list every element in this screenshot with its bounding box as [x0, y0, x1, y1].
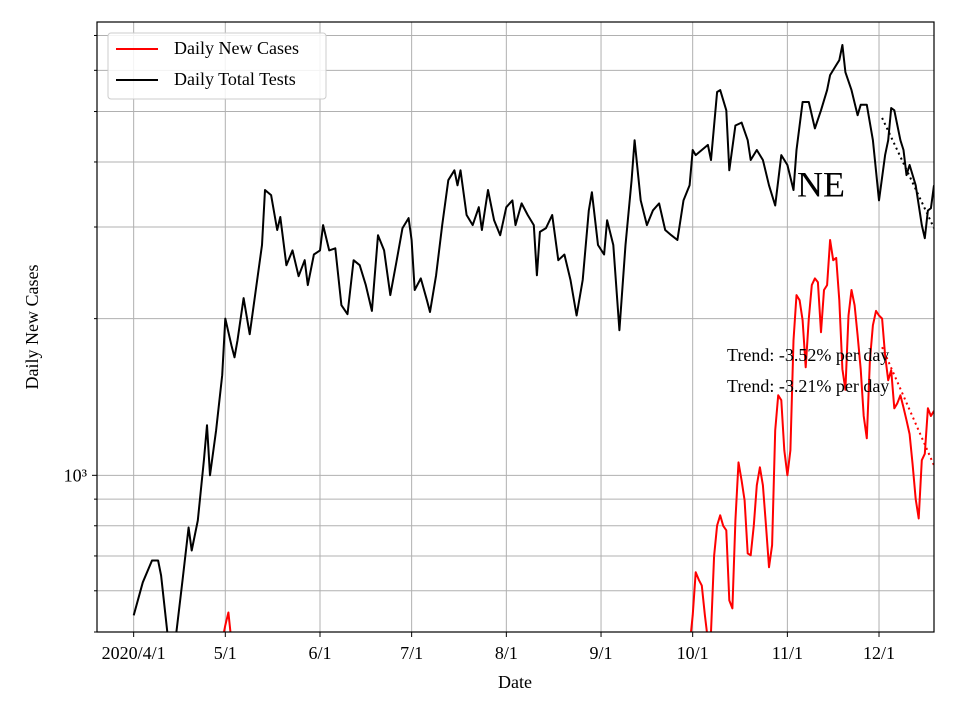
x-tick-label: 12/1 [863, 643, 895, 663]
plot-frame [96, 21, 935, 633]
x-tick-label: 10/1 [677, 643, 709, 663]
legend: Daily New Cases Daily Total Tests [107, 32, 327, 100]
x-tick-label: 5/1 [214, 643, 237, 663]
y-tick-label: 10³ [64, 465, 88, 485]
series-line [132, 44, 934, 632]
annotation: Trend: -3.21% per day [727, 376, 889, 396]
x-tick-label: 6/1 [308, 643, 331, 663]
y-axis-label: Daily New Cases [22, 265, 42, 390]
x-tick-label: 11/1 [772, 643, 803, 663]
trend-line [881, 117, 934, 229]
legend-label: Daily New Cases [174, 38, 299, 58]
annotation: NE [797, 164, 845, 204]
x-tick-label: 2020/4/1 [102, 643, 166, 663]
legend-box [107, 32, 327, 100]
annotation: Trend: -3.52% per day [727, 345, 889, 365]
series-line [222, 239, 934, 632]
legend-label: Daily Total Tests [174, 69, 296, 89]
x-tick-label: 8/1 [495, 643, 518, 663]
x-tick-label: 7/1 [400, 643, 423, 663]
data-layer [132, 44, 934, 632]
x-tick-label: 9/1 [590, 643, 613, 663]
x-axis-label: Date [498, 672, 532, 692]
